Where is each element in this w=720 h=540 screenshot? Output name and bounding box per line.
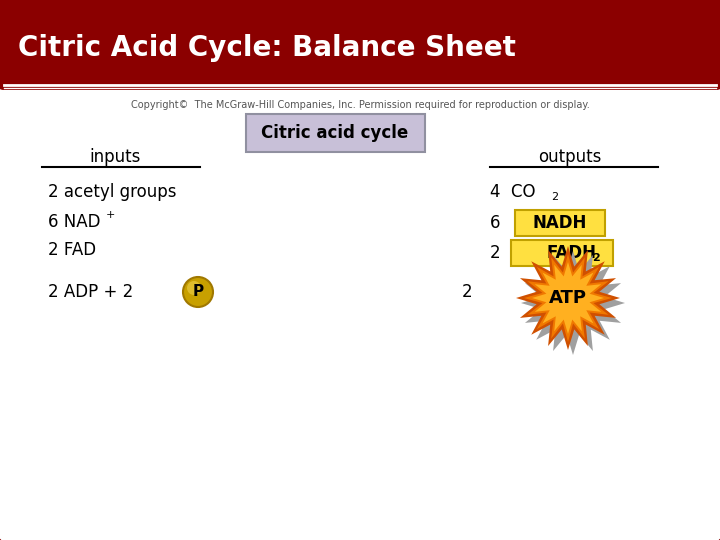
Text: P: P <box>192 285 204 300</box>
Text: 2 FAD: 2 FAD <box>48 241 96 259</box>
Text: 4  CO: 4 CO <box>490 183 536 201</box>
Text: ATP: ATP <box>549 289 587 307</box>
Circle shape <box>183 277 213 307</box>
Text: 2: 2 <box>592 253 600 263</box>
Text: outputs: outputs <box>539 148 602 166</box>
Text: 2: 2 <box>551 192 558 202</box>
FancyBboxPatch shape <box>515 210 605 236</box>
Text: 2: 2 <box>490 244 500 262</box>
Polygon shape <box>532 262 604 334</box>
Text: Copyright©  The McGraw-Hill Companies, Inc. Permission required for reproduction: Copyright© The McGraw-Hill Companies, In… <box>130 100 590 110</box>
FancyBboxPatch shape <box>0 0 720 90</box>
Text: 6: 6 <box>490 214 500 232</box>
Text: inputs: inputs <box>89 148 140 166</box>
Text: NADH: NADH <box>533 214 588 232</box>
Text: FADH: FADH <box>546 244 596 262</box>
Polygon shape <box>516 246 620 350</box>
Text: Citric acid cycle: Citric acid cycle <box>261 124 409 142</box>
Text: 2: 2 <box>462 283 472 301</box>
FancyBboxPatch shape <box>246 114 425 152</box>
FancyBboxPatch shape <box>511 240 613 266</box>
Text: 2 acetyl groups: 2 acetyl groups <box>48 183 176 201</box>
Polygon shape <box>521 251 625 355</box>
Text: Citric Acid Cycle: Balance Sheet: Citric Acid Cycle: Balance Sheet <box>18 34 516 62</box>
Circle shape <box>187 281 201 295</box>
Polygon shape <box>524 254 612 342</box>
Text: 2 ADP + 2: 2 ADP + 2 <box>48 283 133 301</box>
Text: +: + <box>106 210 115 220</box>
Text: 6 NAD: 6 NAD <box>48 213 101 231</box>
